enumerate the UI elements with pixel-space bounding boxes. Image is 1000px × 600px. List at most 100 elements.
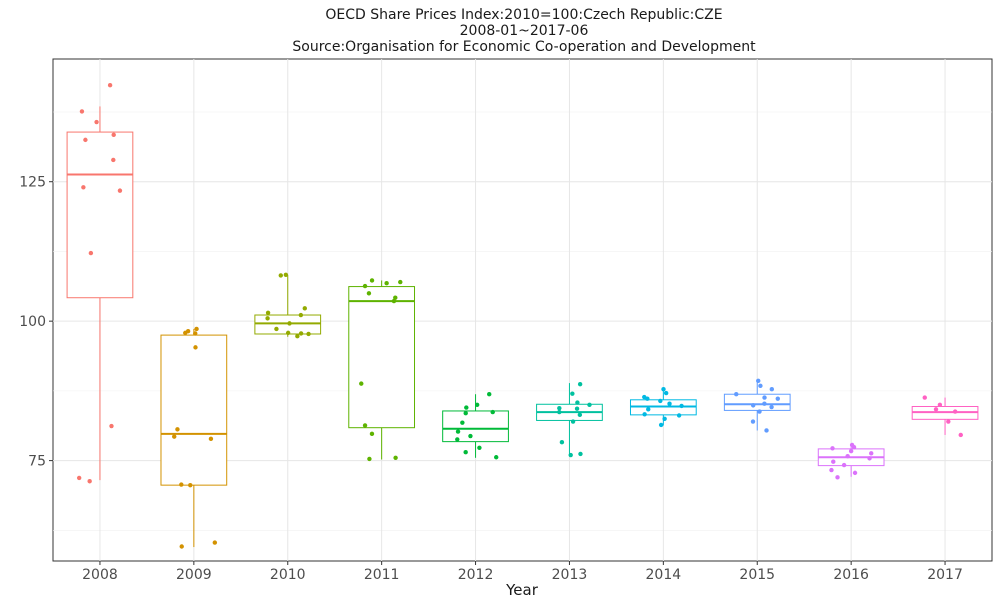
data-point-2013 — [557, 405, 562, 411]
data-point-2012 — [474, 402, 480, 408]
box-iqr — [66, 131, 134, 299]
data-point-2017 — [952, 409, 958, 414]
box-series — [66, 106, 979, 548]
x-tick-label: 2015 — [739, 567, 775, 583]
data-point-2016 — [835, 475, 840, 480]
x-tick-label: 2011 — [364, 567, 400, 583]
data-point-2010 — [302, 306, 307, 311]
data-point-2014 — [676, 413, 682, 418]
data-point-2015 — [734, 392, 739, 397]
data-point-2008 — [111, 157, 116, 163]
data-point-2013 — [570, 419, 576, 424]
box-2017 — [911, 397, 979, 435]
data-point-2016 — [848, 448, 854, 454]
data-point-2010 — [283, 272, 289, 278]
data-point-2011 — [367, 456, 372, 462]
data-point-2008 — [76, 475, 82, 481]
data-point-2011 — [369, 278, 375, 283]
data-point-2016 — [852, 470, 858, 476]
box-iqr — [160, 334, 228, 486]
data-point-2010 — [295, 334, 300, 339]
data-point-2008 — [88, 250, 94, 256]
data-point-2011 — [398, 279, 403, 285]
data-point-2010 — [306, 331, 311, 337]
data-point-2016 — [867, 456, 872, 461]
data-point-2015 — [769, 387, 775, 392]
data-point-2011 — [362, 283, 368, 289]
box-2012 — [442, 394, 509, 458]
box-iqr — [723, 393, 791, 411]
box-2011 — [348, 280, 416, 460]
box-2015 — [723, 380, 791, 431]
data-point-2015 — [757, 409, 762, 414]
data-point-2009 — [188, 482, 193, 488]
data-point-2017 — [933, 407, 939, 412]
data-point-2010 — [265, 310, 271, 315]
data-point-2014 — [646, 407, 651, 412]
data-point-2009 — [175, 427, 180, 432]
data-point-2016 — [831, 459, 836, 464]
data-point-2011 — [393, 455, 398, 461]
data-point-2016 — [841, 462, 847, 468]
data-point-2010 — [278, 273, 283, 278]
x-tick-label: 2013 — [552, 567, 588, 583]
chart-title-line-2: 2008-01~2017-06 — [460, 23, 589, 39]
data-point-2013 — [577, 381, 583, 387]
data-point-2008 — [109, 423, 114, 429]
data-point-2015 — [762, 401, 767, 406]
jitter-points — [76, 83, 963, 549]
box-2009 — [160, 328, 228, 548]
data-point-2014 — [662, 416, 667, 421]
data-point-2012 — [464, 405, 469, 410]
data-point-2017 — [946, 419, 951, 424]
data-point-2017 — [922, 395, 927, 400]
data-point-2016 — [845, 453, 850, 459]
data-point-2008 — [94, 119, 99, 125]
x-tick-label: 2016 — [833, 567, 869, 583]
data-point-2012 — [477, 445, 482, 450]
data-point-2010 — [287, 321, 292, 326]
data-point-2017 — [958, 432, 963, 438]
data-point-2015 — [762, 395, 767, 400]
data-point-2014 — [679, 403, 684, 409]
data-point-2012 — [490, 409, 495, 415]
data-point-2013 — [568, 452, 573, 458]
data-point-2009 — [172, 434, 177, 439]
data-point-2012 — [494, 455, 499, 460]
data-point-2008 — [81, 185, 86, 190]
data-point-2015 — [775, 396, 780, 401]
x-tick-label: 2017 — [927, 567, 963, 583]
data-point-2009 — [183, 330, 188, 336]
data-point-2015 — [750, 403, 756, 408]
data-point-2016 — [851, 445, 857, 450]
data-point-2011 — [391, 298, 397, 304]
data-point-2017 — [937, 402, 943, 408]
data-point-2015 — [769, 404, 774, 410]
data-point-2011 — [393, 295, 398, 300]
data-point-2010 — [274, 326, 279, 332]
box-iqr — [442, 410, 509, 443]
data-point-2013 — [574, 406, 580, 411]
data-point-2011 — [359, 381, 364, 386]
data-point-2016 — [829, 467, 834, 473]
data-point-2015 — [758, 383, 763, 389]
data-point-2014 — [658, 398, 663, 404]
data-point-2012 — [455, 429, 461, 434]
data-point-2013 — [557, 409, 562, 415]
data-point-2009 — [193, 345, 198, 350]
data-point-2015 — [756, 378, 761, 384]
data-point-2010 — [285, 330, 291, 336]
data-point-2014 — [642, 412, 647, 417]
x-tick-label: 2014 — [646, 567, 682, 583]
data-point-2016 — [830, 446, 835, 451]
data-point-2014 — [642, 394, 647, 400]
data-point-2008 — [79, 109, 85, 114]
y-tick-label: 125 — [19, 175, 46, 191]
y-tick-label: 100 — [19, 314, 46, 330]
data-point-2013 — [587, 402, 592, 408]
data-point-2009 — [194, 326, 199, 332]
data-point-2014 — [663, 390, 669, 396]
data-point-2013 — [578, 451, 583, 457]
data-point-2011 — [362, 423, 368, 428]
